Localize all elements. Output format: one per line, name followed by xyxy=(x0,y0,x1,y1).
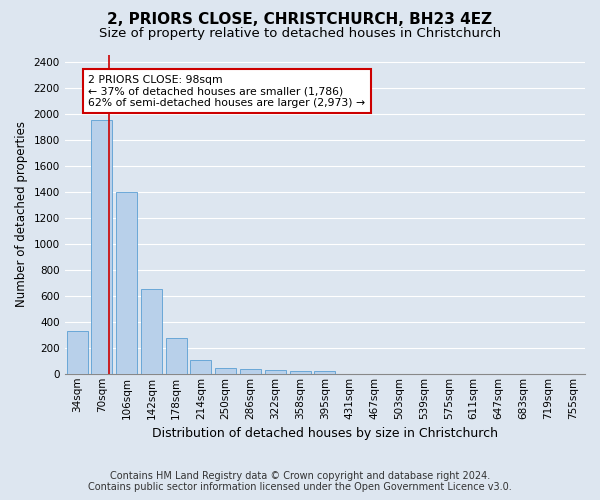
Text: Contains HM Land Registry data © Crown copyright and database right 2024.
Contai: Contains HM Land Registry data © Crown c… xyxy=(88,471,512,492)
Bar xyxy=(141,289,162,374)
Text: 2, PRIORS CLOSE, CHRISTCHURCH, BH23 4EZ: 2, PRIORS CLOSE, CHRISTCHURCH, BH23 4EZ xyxy=(107,12,493,28)
Bar xyxy=(265,370,286,374)
Bar xyxy=(290,371,311,374)
Bar xyxy=(91,120,112,374)
Bar xyxy=(215,368,236,374)
Bar xyxy=(240,369,261,374)
Bar xyxy=(116,192,137,374)
Bar xyxy=(166,338,187,374)
Text: 2 PRIORS CLOSE: 98sqm
← 37% of detached houses are smaller (1,786)
62% of semi-d: 2 PRIORS CLOSE: 98sqm ← 37% of detached … xyxy=(88,74,365,108)
Bar xyxy=(314,372,335,374)
Bar xyxy=(190,360,211,374)
Y-axis label: Number of detached properties: Number of detached properties xyxy=(15,122,28,308)
Bar xyxy=(67,332,88,374)
Text: Size of property relative to detached houses in Christchurch: Size of property relative to detached ho… xyxy=(99,28,501,40)
X-axis label: Distribution of detached houses by size in Christchurch: Distribution of detached houses by size … xyxy=(152,427,498,440)
